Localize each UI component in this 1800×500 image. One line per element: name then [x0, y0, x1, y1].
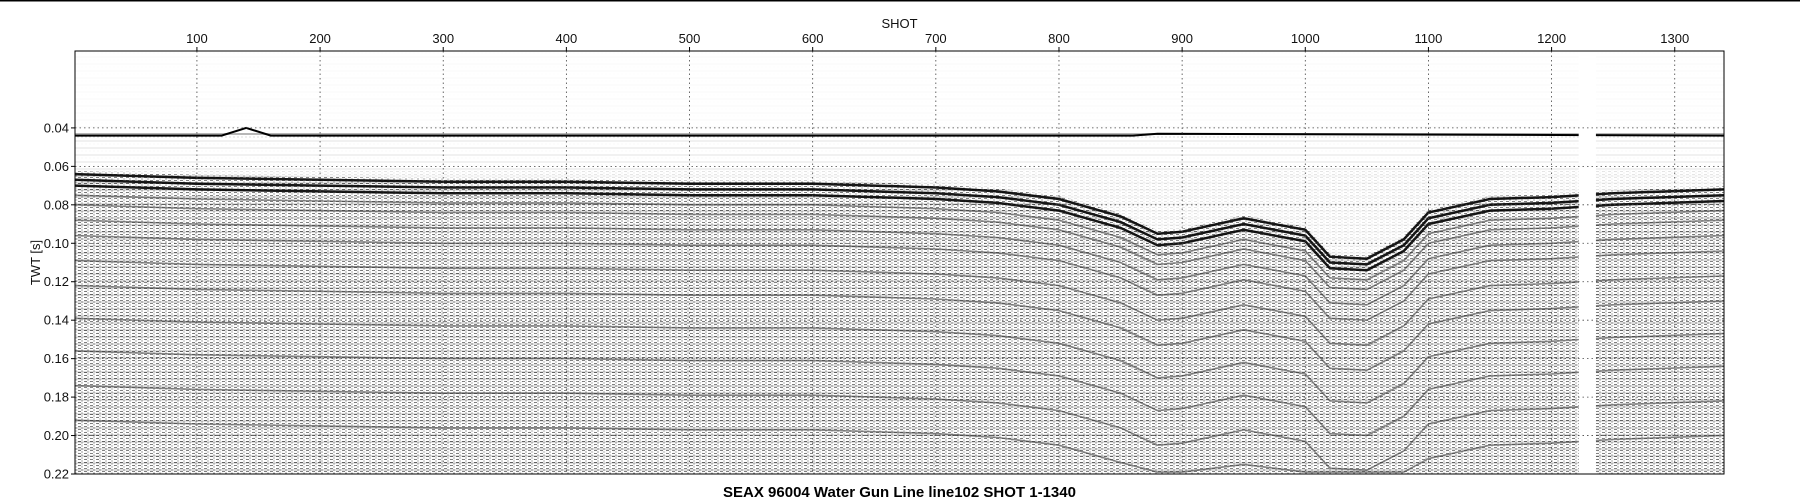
x-tick-label: 700 [925, 31, 947, 46]
y-tick-label: 0.10 [44, 236, 69, 251]
x-tick-label: 1000 [1291, 31, 1320, 46]
data-gap [1578, 51, 1596, 474]
reflector-horizon [74, 384, 1725, 472]
x-tick-label: 200 [309, 31, 331, 46]
figure-top-border [0, 0, 1800, 2]
reflector-horizon [74, 184, 1725, 272]
water-column-mask [75, 51, 1724, 132]
seafloor-reflector [75, 126, 1725, 137]
reflector-horizon [74, 259, 1725, 347]
x-axis: 100 200 300 400 500 600 700 800 900 1000 1100 1200 1… [186, 31, 1689, 51]
y-axis-title: TWT [s] [28, 240, 43, 285]
x-tick-label: 1300 [1660, 31, 1689, 46]
reflector-horizon [74, 178, 1725, 266]
y-tick-label: 0.20 [44, 428, 69, 443]
x-tick-label: 300 [432, 31, 454, 46]
reflector-horizon [74, 284, 1725, 372]
y-tick-label: 0.16 [44, 351, 69, 366]
x-tick-label: 500 [679, 31, 701, 46]
x-axis-title: SHOT [881, 16, 917, 31]
y-tick-label: 0.22 [44, 467, 69, 482]
y-tick-label: 0.12 [44, 274, 69, 289]
y-axis: 0.04 0.06 0.08 0.10 0.12 0.14 0.16 0.18 0.20 0.22 [44, 120, 75, 482]
x-tick-label: 1200 [1537, 31, 1566, 46]
y-tick-label: 0.04 [44, 120, 69, 135]
y-tick-label: 0.14 [44, 313, 69, 328]
reflector-horizon [74, 419, 1725, 473]
y-tick-label: 0.06 [44, 159, 69, 174]
reflector-horizon [74, 204, 1725, 291]
reflector-horizon [74, 317, 1725, 404]
seismic-reflectors-texture [75, 170, 1724, 474]
x-tick-label: 1100 [1414, 31, 1442, 46]
x-tick-label: 100 [186, 31, 208, 46]
y-tick-label: 0.08 [44, 197, 69, 212]
water-column-fill [75, 139, 1724, 256]
figure-caption: SEAX 96004 Water Gun Line line102 SHOT 1… [723, 484, 1076, 500]
x-tick-label: 600 [802, 31, 824, 46]
reflector-horizon [74, 172, 1725, 260]
reflector-horizon [74, 219, 1725, 306]
reflector-overlay [74, 51, 1725, 474]
x-tick-label: 800 [1048, 31, 1070, 46]
x-tick-label: 900 [1171, 31, 1193, 46]
x-tick-label: 400 [556, 31, 578, 46]
plot-area [74, 50, 1725, 475]
y-tick-label: 0.18 [44, 390, 69, 405]
plot-frame [74, 50, 1725, 475]
reflector-horizon [74, 194, 1725, 281]
